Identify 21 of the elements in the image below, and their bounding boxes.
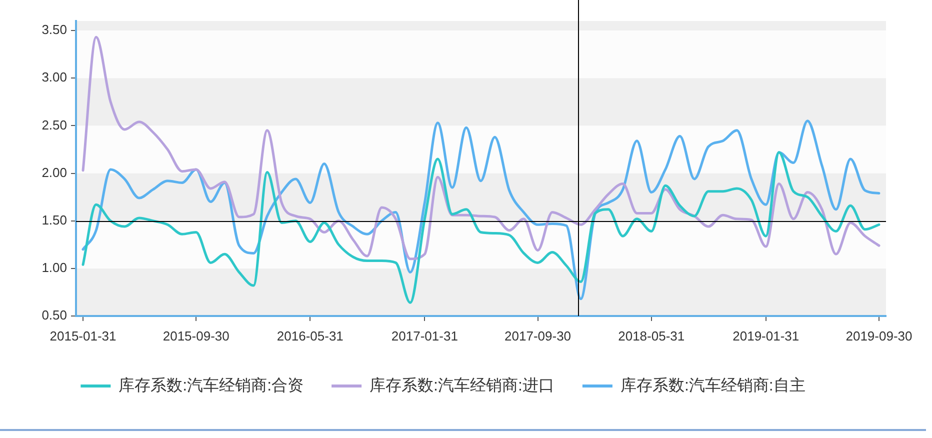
y-tick-label: 3.50 bbox=[42, 22, 67, 38]
y-tick-label: 3.00 bbox=[42, 70, 67, 85]
x-tick-label: 2017-01-31 bbox=[391, 328, 458, 344]
legend-label: 库存系数:汽车经销商:进口 bbox=[370, 376, 554, 394]
y-tick-label: 2.00 bbox=[42, 164, 67, 180]
line-series bbox=[82, 36, 880, 260]
x-tick-label: 2017-09-30 bbox=[504, 328, 572, 344]
line-series bbox=[82, 151, 880, 304]
y-tick-label: 1.00 bbox=[42, 260, 67, 275]
y-tick-label: 0.50 bbox=[42, 308, 67, 323]
x-tick-label: 2016-05-31 bbox=[276, 328, 344, 344]
y-tick-label: 1.50 bbox=[42, 212, 67, 228]
y-tick-label: 2.50 bbox=[42, 117, 67, 132]
line-series bbox=[82, 120, 880, 300]
x-tick-label: 2015-01-31 bbox=[50, 328, 116, 344]
x-tick-label: 2019-01-31 bbox=[732, 328, 800, 344]
legend-label: 库存系数:汽车经销商:自主 bbox=[620, 376, 806, 394]
x-tick-label: 2019-09-30 bbox=[846, 328, 912, 344]
legend-label: 库存系数:汽车经销商:合资 bbox=[118, 376, 304, 394]
x-tick-label: 2015-09-30 bbox=[162, 328, 230, 344]
x-tick-label: 2018-05-31 bbox=[618, 328, 685, 344]
